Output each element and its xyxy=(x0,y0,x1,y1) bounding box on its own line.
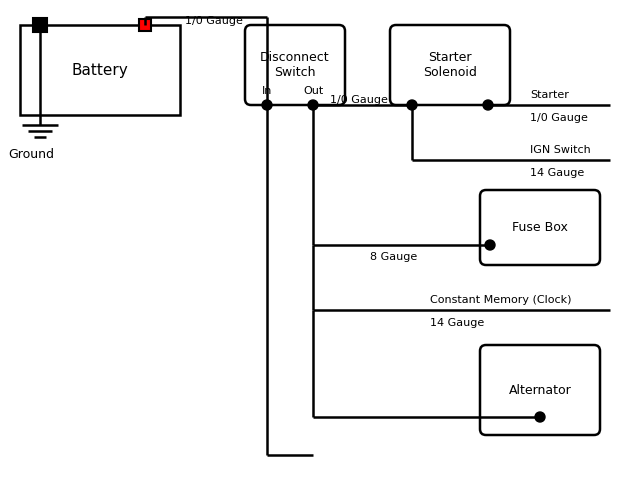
FancyBboxPatch shape xyxy=(390,25,510,105)
Text: Disconnect
Switch: Disconnect Switch xyxy=(260,51,330,79)
Text: 14 Gauge: 14 Gauge xyxy=(430,318,484,328)
Text: 1/0 Gauge: 1/0 Gauge xyxy=(330,95,388,105)
Text: Fuse Box: Fuse Box xyxy=(512,221,568,234)
Text: Ground: Ground xyxy=(8,148,54,161)
Text: Constant Memory (Clock): Constant Memory (Clock) xyxy=(430,295,572,305)
Bar xyxy=(33,18,47,32)
Text: Out: Out xyxy=(303,86,323,96)
Text: IGN Switch: IGN Switch xyxy=(530,145,591,155)
Text: Alternator: Alternator xyxy=(509,384,572,396)
FancyBboxPatch shape xyxy=(480,190,600,265)
Circle shape xyxy=(407,100,417,110)
Circle shape xyxy=(535,412,545,422)
Text: 1/0 Gauge: 1/0 Gauge xyxy=(530,113,588,123)
Text: 1/0 Gauge: 1/0 Gauge xyxy=(185,16,243,26)
Circle shape xyxy=(483,100,493,110)
Circle shape xyxy=(308,100,318,110)
Text: In: In xyxy=(262,86,272,96)
Text: Battery: Battery xyxy=(72,62,129,77)
Bar xyxy=(20,25,180,115)
Text: 8 Gauge: 8 Gauge xyxy=(370,252,417,262)
Text: 14 Gauge: 14 Gauge xyxy=(530,168,584,178)
Bar xyxy=(139,19,151,31)
Circle shape xyxy=(485,240,495,250)
Text: Starter: Starter xyxy=(530,90,569,100)
Text: Starter
Solenoid: Starter Solenoid xyxy=(423,51,477,79)
FancyBboxPatch shape xyxy=(245,25,345,105)
FancyBboxPatch shape xyxy=(480,345,600,435)
Circle shape xyxy=(262,100,272,110)
